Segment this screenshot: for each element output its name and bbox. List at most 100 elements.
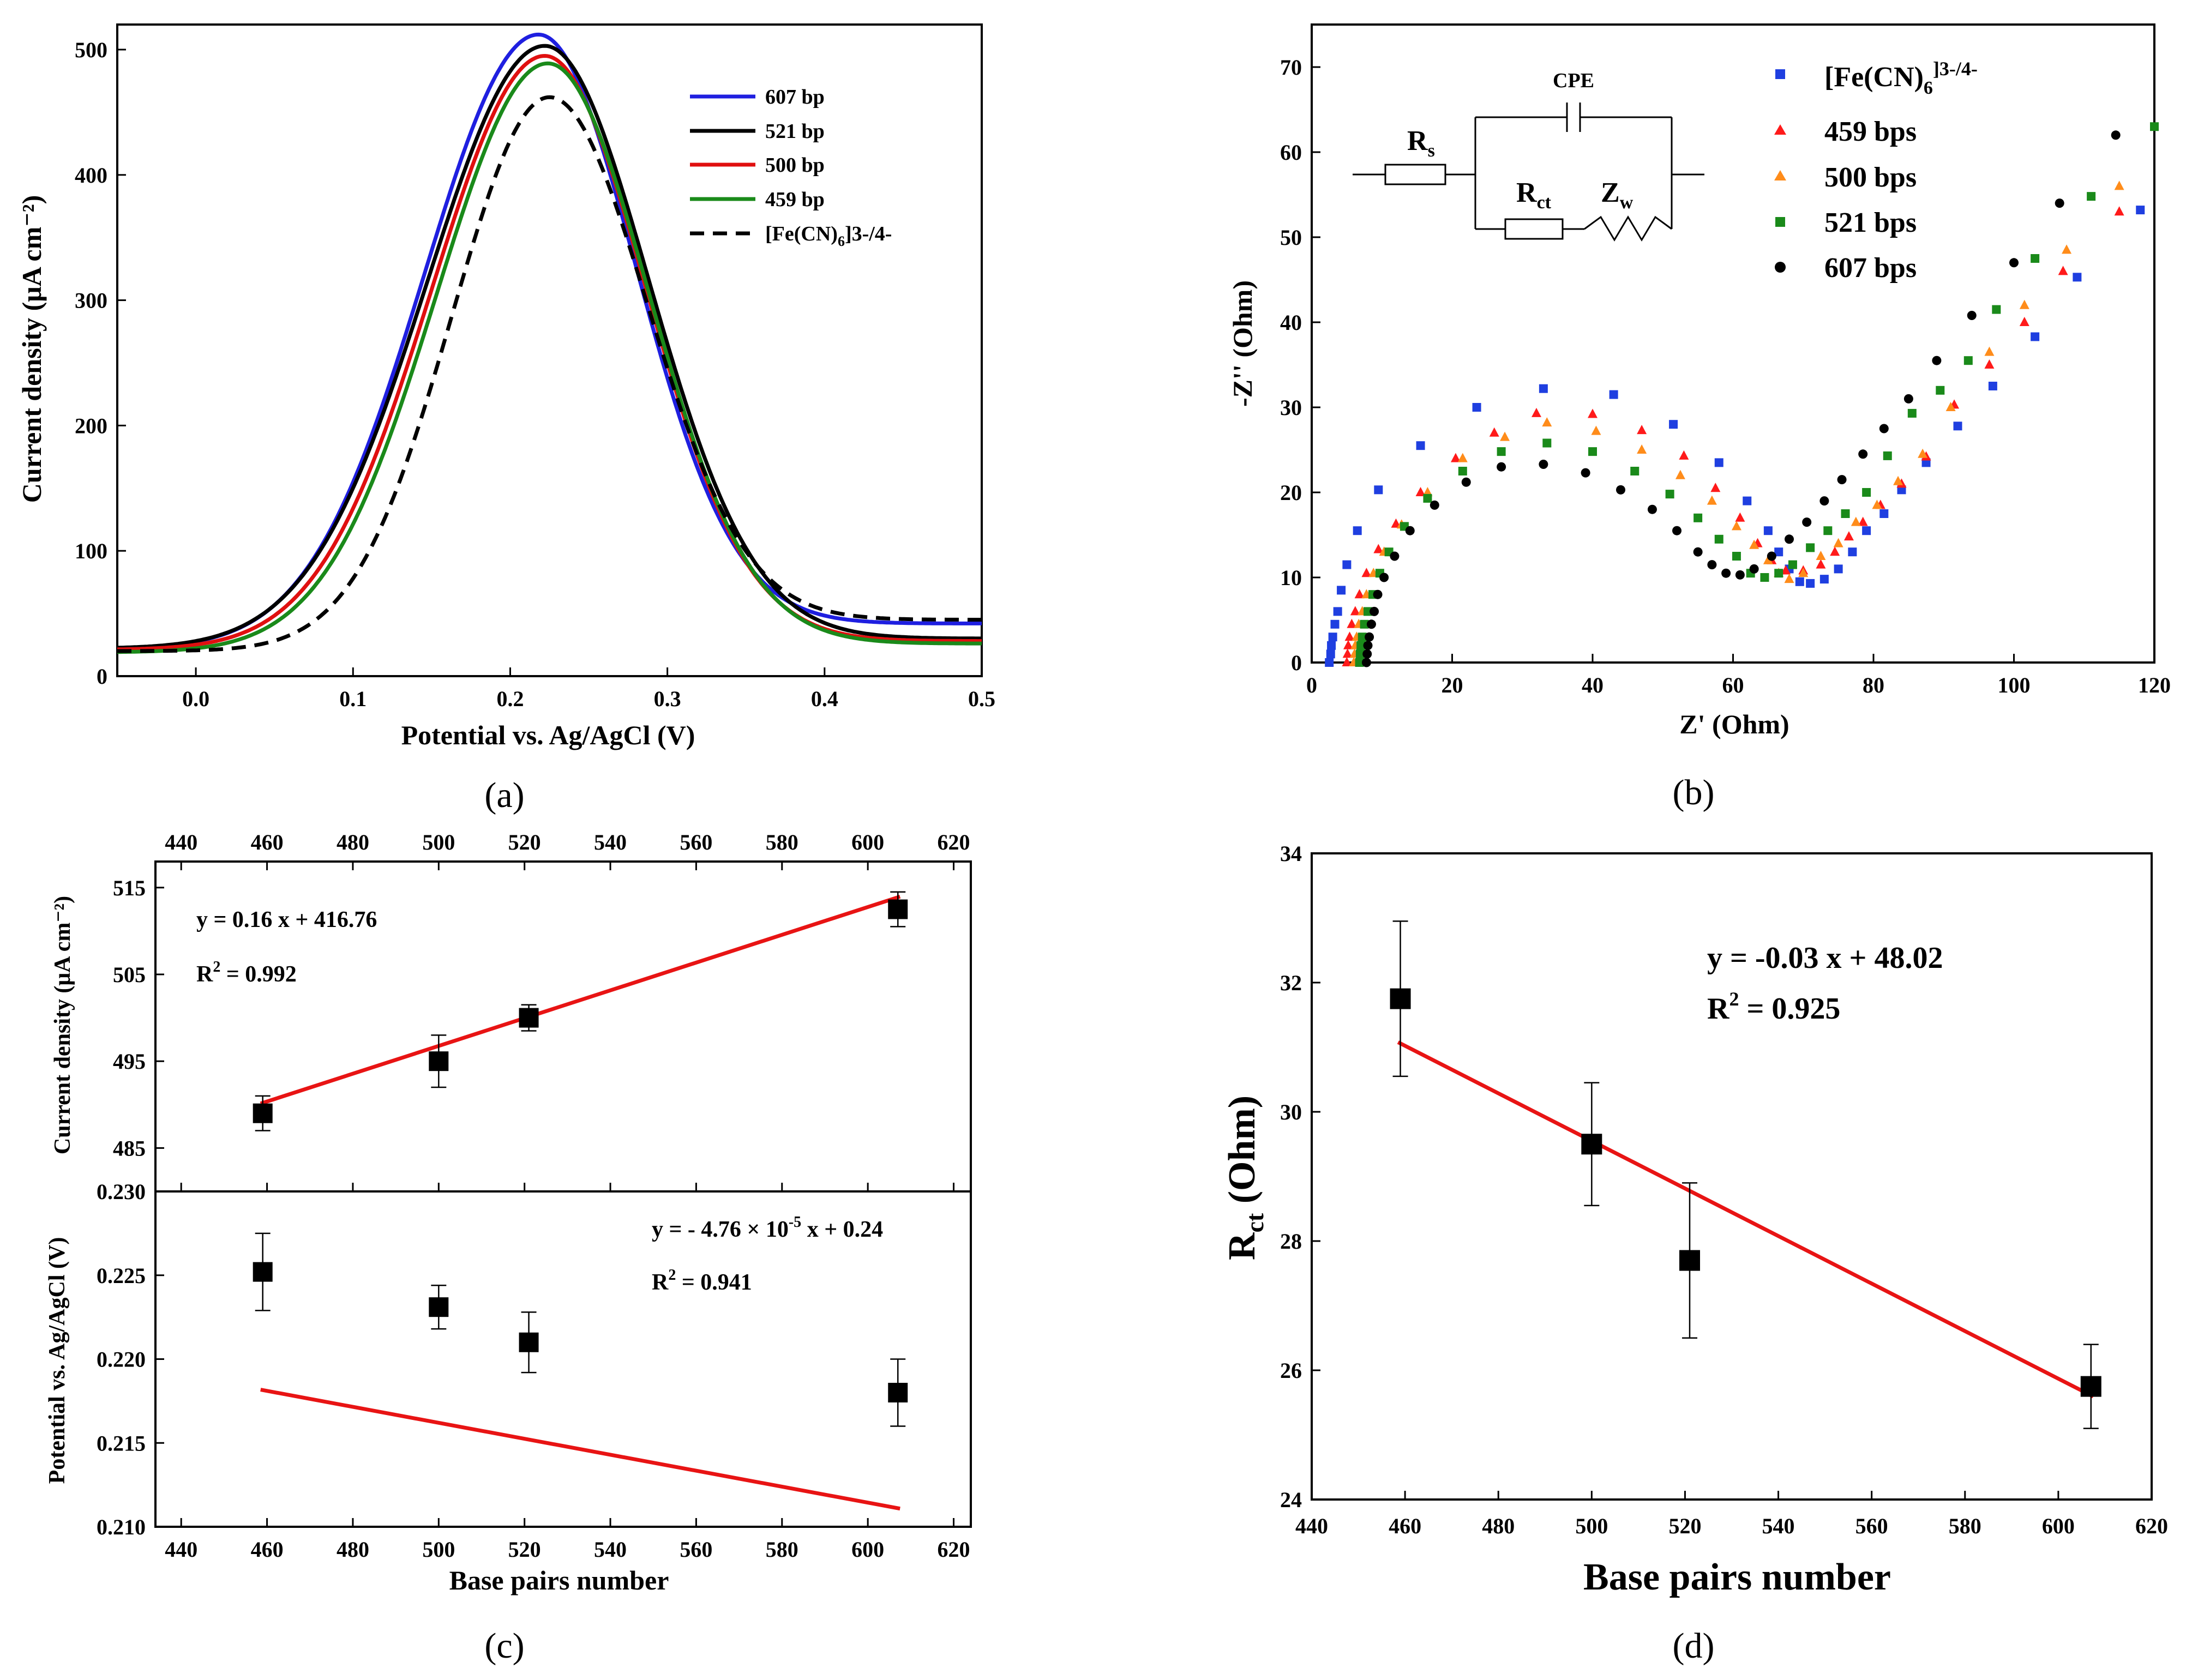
x-tick-label: 0.1 <box>339 687 367 711</box>
x-tick-label-top: 460 <box>251 830 284 854</box>
panel-c-bottom-y-axis-label: Potential vs. Ag/AgCl (V) <box>45 1237 70 1484</box>
point-series-1 <box>1342 648 1353 658</box>
point-series-1 <box>1350 606 1360 616</box>
panel-c-bottom-r2-value: = 0.941 <box>676 1270 752 1295</box>
point-series-1 <box>1344 631 1355 641</box>
point-series-0 <box>1472 403 1481 412</box>
point-series-1 <box>1342 657 1352 666</box>
panel-c-top-ticks: 440 460 480 500 520 540 560 580 600 620 485 495 505 5… <box>113 830 970 1191</box>
point-series-4 <box>1365 632 1374 642</box>
x-tick-label-top: 560 <box>680 830 712 854</box>
point-series-0 <box>1763 526 1773 535</box>
point-series-3 <box>1693 513 1703 522</box>
point-series-0 <box>1953 421 1962 431</box>
legend-label-607bps: 607 bps <box>1824 252 1917 284</box>
point-series-3 <box>1358 633 1367 642</box>
y-tick-label: 400 <box>75 163 107 188</box>
y-tick-label: 0.225 <box>97 1263 146 1288</box>
y-tick-label: 60 <box>1280 140 1302 165</box>
point-series-2 <box>1945 402 1956 411</box>
point-series-3 <box>1774 569 1783 578</box>
y-tick-label: 50 <box>1280 225 1302 250</box>
panel-c-bottom-eq-main: y = - 4.76 × 10 <box>652 1217 789 1242</box>
point-series-3 <box>1992 305 2001 314</box>
y-tick-label: 70 <box>1280 55 1302 80</box>
x-tick-label: 600 <box>2042 1514 2075 1538</box>
panel-c-bottom-r2: R2 = 0.941 <box>652 1267 752 1295</box>
point-series-0 <box>1342 560 1352 569</box>
point-series-4 <box>1581 468 1590 478</box>
panel-a-x-axis-label: Potential vs. Ag/AgCl (V) <box>401 720 695 750</box>
panel-d-r2-main: R <box>1707 992 1729 1026</box>
y-tick-label: 485 <box>113 1136 146 1160</box>
data-point <box>253 1262 273 1282</box>
point-series-4 <box>1390 551 1400 561</box>
point-series-2 <box>1798 568 1809 577</box>
point-series-3 <box>1732 552 1741 561</box>
x-tick-label-top: 500 <box>422 830 455 854</box>
x-tick-label: 40 <box>1582 673 1604 697</box>
y-tick-label: 0.215 <box>97 1431 146 1455</box>
point-series-1 <box>1347 618 1357 628</box>
point-series-0 <box>1806 579 1815 588</box>
point-series-4 <box>1616 485 1625 495</box>
x-tick-label-top: 600 <box>851 830 884 854</box>
point-series-0 <box>1714 458 1723 467</box>
point-series-4 <box>1366 619 1376 629</box>
point-series-3 <box>1630 467 1640 475</box>
point-series-1 <box>1450 453 1461 462</box>
x-tick-label: 0.2 <box>496 687 524 711</box>
data-point <box>2080 1376 2101 1397</box>
point-series-0 <box>1325 658 1334 667</box>
point-series-0 <box>2031 332 2040 341</box>
panel-b-y-axis-label: -Z'' (Ohm) <box>1227 280 1258 407</box>
point-series-4 <box>1967 311 1977 321</box>
panel-d-y-label-sub: ct <box>1241 1213 1269 1232</box>
data-point <box>888 899 908 919</box>
point-series-1 <box>1679 450 1689 460</box>
panel-a-legend: 607 bp 521 bp 500 bp 459 bp [Fe(CN)6]3-/… <box>690 86 892 249</box>
y-tick-label: 0 <box>97 664 107 689</box>
point-series-3 <box>1883 451 1892 460</box>
panel-b-ticks: 0 20 40 60 80 100 120 0 10 20 30 40 50 60 70 <box>1280 55 2171 697</box>
circuit-label-rs-sub: s <box>1428 141 1435 161</box>
point-series-0 <box>1879 509 1889 518</box>
point-series-1 <box>1354 589 1365 599</box>
point-series-3 <box>1936 386 1945 395</box>
x-tick-label: 500 <box>422 1537 455 1562</box>
point-series-2 <box>1422 487 1433 496</box>
point-series-0 <box>1374 485 1383 495</box>
panel-d-y-label-tail: (Ohm) <box>1221 1095 1263 1213</box>
y-tick-label: 26 <box>1280 1358 1302 1383</box>
point-series-4 <box>1405 526 1415 535</box>
point-series-0 <box>1848 547 1857 557</box>
legend-marker-459bps <box>1774 124 1786 135</box>
circuit-resistor-rs <box>1384 164 1446 185</box>
legend-entry-459bp: 459 bp <box>690 188 825 211</box>
point-series-1 <box>1361 568 1372 577</box>
panel-c-bottom-eq-tail: x + 0.24 <box>801 1217 883 1242</box>
data-point <box>1581 1134 1602 1155</box>
point-series-3 <box>1714 534 1723 544</box>
point-series-3 <box>1841 509 1850 518</box>
point-series-1 <box>1735 512 1745 522</box>
curve-series-2 <box>117 53 982 652</box>
point-series-4 <box>1539 460 1548 469</box>
point-series-2 <box>1918 448 1928 458</box>
point-series-1 <box>1858 516 1868 526</box>
point-series-0 <box>1795 577 1804 586</box>
point-series-3 <box>1760 573 1769 582</box>
point-series-4 <box>1361 658 1371 667</box>
legend-label-500bps: 500 bps <box>1824 162 1917 193</box>
point-series-0 <box>1774 547 1783 557</box>
y-tick-label: 500 <box>75 38 107 62</box>
curve-series-3 <box>117 61 982 654</box>
point-series-0 <box>1834 564 1843 574</box>
point-series-0 <box>1416 441 1425 450</box>
point-series-4 <box>1363 641 1373 651</box>
point-series-1 <box>1532 407 1541 417</box>
circuit-warburg-element <box>1584 215 1672 242</box>
legend-label-521bp: 521 bp <box>765 120 825 143</box>
circuit-label-zw-main: Z <box>1601 177 1620 208</box>
point-series-2 <box>1637 444 1647 454</box>
